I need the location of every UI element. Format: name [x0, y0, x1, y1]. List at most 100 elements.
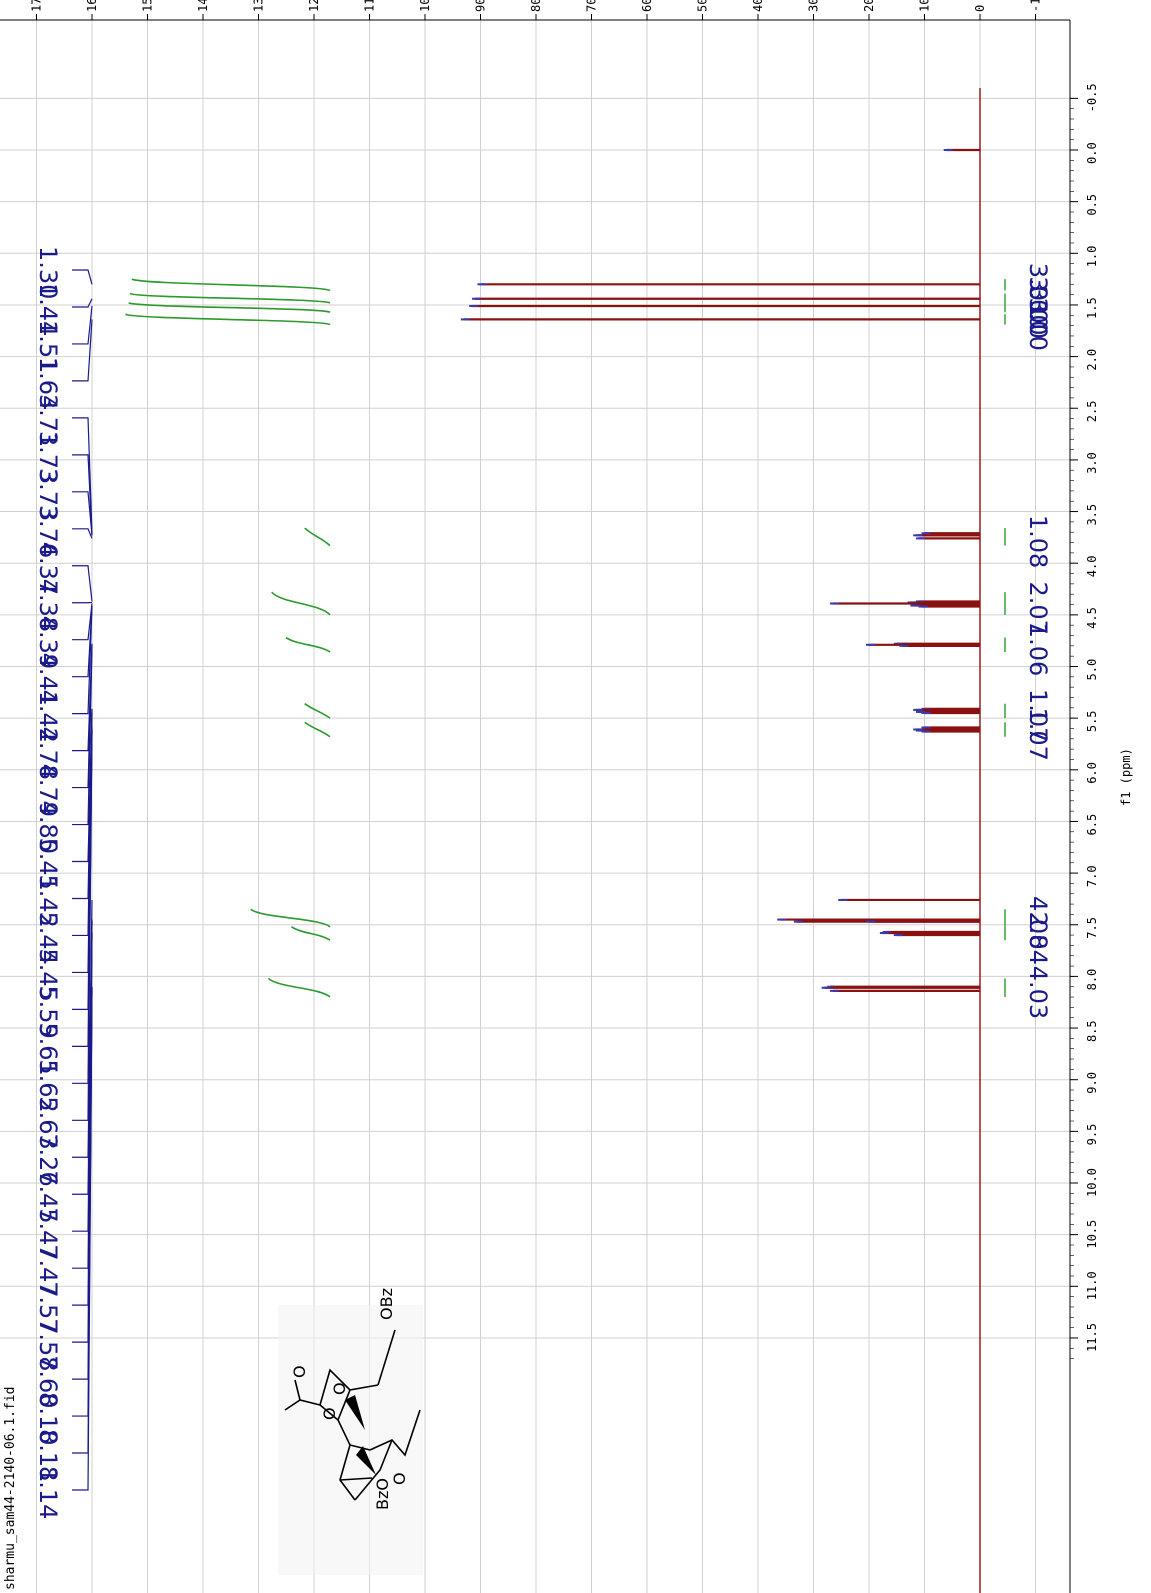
- intensity-tick-label: 17000: [30, 0, 44, 12]
- ppm-tick-label: 8.5: [1085, 1020, 1099, 1042]
- ppm-tick-label: 2.0: [1085, 349, 1099, 371]
- peak-label: 1.64: [34, 357, 62, 410]
- ppm-tick-label: 10.5: [1085, 1220, 1099, 1249]
- integral-curve: [304, 721, 331, 738]
- wedge-bond: [345, 1395, 365, 1430]
- peak-label: 1.30: [34, 246, 62, 299]
- wedge-bond: [356, 1446, 376, 1475]
- ppm-tick-label: 9.0: [1085, 1072, 1099, 1094]
- peak-label: 5.41: [34, 838, 62, 891]
- peak-label-column: 1.301.441.511.643.713.733.733.764.374.38…: [34, 246, 93, 1519]
- integral-value-labels: 3.013.003.003.00 1.08 2.071.06 1.071.07 4.08…: [1024, 263, 1052, 1019]
- integral-value: 1.08: [1024, 515, 1052, 568]
- ppm-tick-label: 0.5: [1085, 194, 1099, 216]
- peak-label: 7.45: [34, 1170, 62, 1223]
- peak-label-leader: [72, 603, 93, 641]
- structure-bond: [377, 1329, 396, 1386]
- structure-bond: [339, 1477, 373, 1481]
- peak-label-leader: [72, 606, 93, 715]
- peak-label: 1.51: [34, 320, 62, 373]
- peak-label: 4.38: [34, 579, 62, 632]
- ppm-tick-label: 7.5: [1085, 917, 1099, 939]
- structure-bond: [354, 1439, 393, 1501]
- intensity-tick-label: 12000: [307, 0, 321, 12]
- ppm-tick-label: 5.5: [1085, 710, 1099, 732]
- intensity-tick-label: 10000: [418, 0, 432, 12]
- peak-label-leader: [72, 990, 93, 1491]
- integral-curve: [291, 926, 331, 941]
- intensity-tick-label: 11000: [363, 0, 377, 12]
- axes: 1700016000150001400013000120001100010000…: [0, 0, 1099, 1593]
- integral-curve: [128, 302, 331, 313]
- peak-label: 5.62: [34, 1059, 62, 1112]
- integral-value: 3.00: [1024, 286, 1052, 339]
- ppm-tick-label: 3.5: [1085, 504, 1099, 526]
- molecule-structure: OBz BzO O O O O: [278, 1288, 423, 1575]
- integral-value: 1.07: [1024, 708, 1052, 761]
- integral-curve: [125, 313, 331, 326]
- integral-curve: [304, 703, 331, 719]
- ppm-tick-label: 8.0: [1085, 969, 1099, 991]
- structure-bond: [294, 1379, 301, 1401]
- ppm-tick-label: 7.0: [1085, 865, 1099, 887]
- peak-label: 3.73: [34, 468, 62, 521]
- peak-label: 5.61: [34, 1022, 62, 1075]
- integral-curve: [129, 292, 331, 304]
- intensity-tick-label: 0: [973, 5, 987, 12]
- peak-label: 7.47: [34, 1207, 62, 1260]
- peak-label: 1.44: [34, 283, 62, 336]
- integral-curve: [271, 591, 331, 616]
- peak-label: 5.63: [34, 1096, 62, 1149]
- integral-value: 4.03: [1024, 966, 1052, 1019]
- ppm-tick-label: 1.0: [1085, 246, 1099, 268]
- peak-label: 4.79: [34, 764, 62, 817]
- peak-label: 4.78: [34, 727, 62, 780]
- intensity-tick-label: 16000: [85, 0, 99, 12]
- peak-label: 3.76: [34, 505, 62, 558]
- peak-label: 4.41: [34, 653, 62, 706]
- peak-label-leader: [72, 269, 93, 285]
- integral-value: 4.08: [1024, 896, 1052, 949]
- structure-label: OBz: [377, 1288, 396, 1320]
- peak-label: 4.39: [34, 616, 62, 669]
- peak-label-leader: [72, 491, 93, 536]
- peak-label: 5.59: [34, 985, 62, 1038]
- peak-label: 7.60: [34, 1355, 62, 1408]
- ppm-tick-label: 0.0: [1085, 142, 1099, 164]
- structure-label: O: [320, 1407, 339, 1420]
- intensity-tick-label: 1000: [918, 0, 932, 12]
- integral-curves: [125, 278, 1006, 998]
- structure-background: [278, 1305, 423, 1575]
- integral-value: 1.06: [1024, 623, 1052, 676]
- peak-label-leader: [72, 454, 93, 536]
- peak-label: 7.26: [34, 1133, 62, 1186]
- ppm-tick-label: 11.0: [1085, 1271, 1099, 1300]
- integral-curve: [304, 527, 331, 547]
- intensity-tick-label: 7000: [585, 0, 599, 12]
- peak-label-leader: [72, 645, 93, 826]
- peak-label-leader: [72, 305, 93, 345]
- ppm-tick-label: 10.0: [1085, 1168, 1099, 1197]
- intensity-tick-label: 13000: [252, 0, 266, 12]
- intensity-tick-label: 15000: [141, 0, 155, 12]
- ppm-tick-label: 6.0: [1085, 762, 1099, 784]
- structure-label: BzO: [373, 1478, 392, 1510]
- ppm-tick-label: 9.5: [1085, 1124, 1099, 1146]
- spectrum-trace: [460, 88, 981, 1593]
- integral-value: 2.04: [1024, 912, 1052, 965]
- ppm-tick-label: -0.5: [1085, 83, 1099, 112]
- structure-label: O: [390, 1472, 409, 1485]
- intensity-tick-label: 3000: [807, 0, 821, 12]
- peak-label: 5.42: [34, 874, 62, 927]
- peak-label-leader: [72, 528, 93, 539]
- ppm-tick-label: 3.0: [1085, 452, 1099, 474]
- peak-label: 8.11: [34, 1429, 62, 1482]
- integral-curve: [267, 977, 331, 998]
- peak-label: 3.73: [34, 431, 62, 484]
- intensity-tick-label: -1000: [1029, 0, 1043, 12]
- intensity-tick-label: 14000: [196, 0, 210, 12]
- integral-curve: [131, 278, 331, 292]
- intensity-tick-label: 5000: [696, 0, 710, 12]
- integral-value: 2.07: [1024, 581, 1052, 634]
